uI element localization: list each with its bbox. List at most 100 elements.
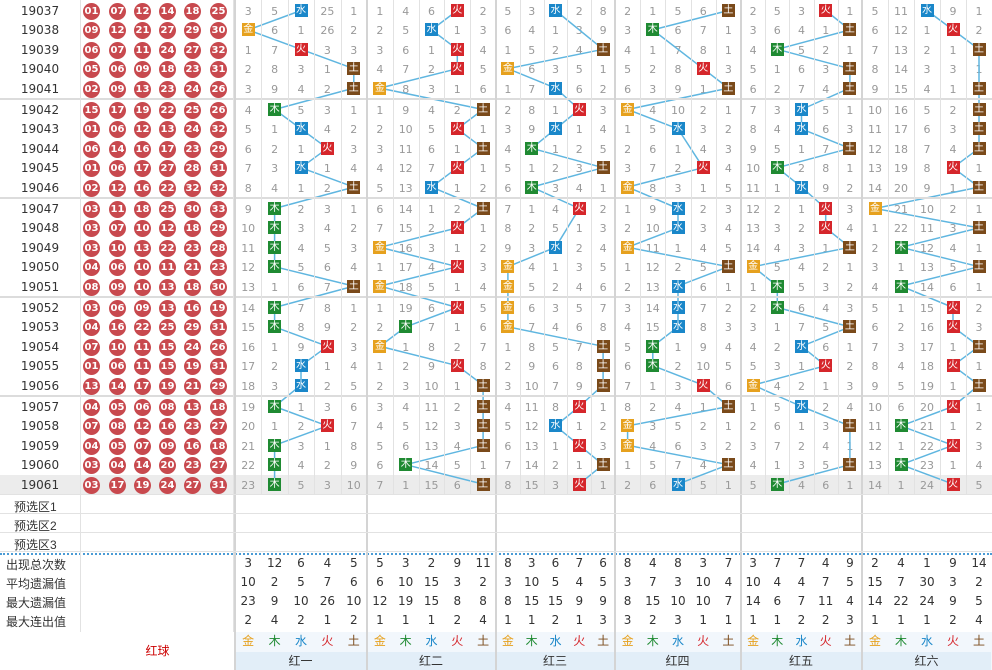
miss-value: 5 [871,5,879,18]
stat-value: 3 [699,556,707,570]
stat-value: 2 [427,556,436,570]
red-ball: 14 [134,457,151,475]
miss-value: 1 [822,379,830,393]
miss-value: 5 [271,5,279,18]
element-marker: 木 [770,279,784,293]
miss-value: 5 [575,302,583,315]
miss-value: 8 [624,401,632,414]
miss-value: 5 [323,241,331,255]
red-ball: 27 [184,41,201,59]
miss-value: 6 [822,123,830,137]
miss-value: 1 [674,142,682,156]
element-header: 木 [399,634,412,648]
miss-value: 7 [871,340,879,354]
miss-value: 7 [350,420,358,434]
red-ball: 12 [109,179,126,197]
element-header: 金 [242,634,255,648]
miss-value: 10 [868,401,882,414]
stat-value: 1 [527,613,536,627]
miss-value: 3 [575,162,583,176]
miss-value: 22 [241,459,256,473]
red-ball: 03 [83,239,100,257]
miss-value: 1 [453,82,461,96]
red-ball: 33 [210,201,227,218]
miss-value: 9 [428,360,435,374]
element-marker: 水 [671,477,685,491]
miss-value: 10 [346,478,361,492]
stat-value: 3 [527,556,536,570]
cell-divider [715,0,717,494]
miss-value: 1 [749,280,757,294]
cell-divider [543,0,545,494]
red-ball: 19 [134,102,151,119]
miss-value: 2 [871,241,879,255]
element-marker: 木 [268,221,282,235]
red-ball: 03 [83,300,100,317]
red-ball: 12 [134,418,151,436]
element-header: 火 [819,634,832,648]
miss-value: 4 [271,181,279,195]
red-ball: 16 [184,300,201,317]
miss-value: 2 [822,401,830,414]
miss-value: 2 [773,340,781,354]
miss-value: 2 [773,82,781,96]
cell-divider [418,0,420,494]
stat-value: 2 [821,613,830,627]
miss-value: 4 [350,261,358,275]
miss-value: 4 [350,360,358,374]
miss-value: 5 [528,43,536,57]
miss-value: 2 [724,123,732,137]
element-marker: 土 [972,260,986,274]
miss-value: 24 [920,478,934,492]
element-marker: 金 [501,260,515,274]
element-marker: 木 [894,279,908,293]
stat-value: 5 [846,575,854,589]
stat-value: 5 [297,575,305,589]
red-ball: 19 [134,476,151,494]
miss-value: 3 [504,379,512,393]
miss-value: 10 [696,360,711,374]
miss-value: 1 [773,321,781,335]
miss-value: 6 [528,63,536,77]
miss-value: 12 [868,439,882,453]
miss-value: 11 [524,401,539,414]
miss-value: 1 [822,24,830,38]
stat-value: 6 [376,575,384,589]
element-marker: 火 [696,62,710,76]
red-ball: 24 [184,121,201,139]
miss-value: 1 [323,360,331,374]
miss-value: 1 [949,379,957,393]
element-marker: 土 [972,221,986,235]
miss-value: 3 [575,261,583,275]
miss-value: 3 [724,63,732,77]
red-ball: 17 [134,160,151,178]
miss-value: 1 [773,63,781,77]
miss-value: 4 [773,379,781,393]
miss-value: 3 [724,142,732,156]
element-marker: 木 [646,359,660,373]
miss-value: 9 [271,82,279,96]
red-ball: 06 [109,160,126,178]
miss-value: 1 [798,142,805,156]
miss-value: 2 [376,123,384,137]
miss-value: 1 [504,43,512,57]
stat-value: 14 [971,556,987,570]
trend-segment [274,405,328,427]
stat-value: 4 [821,556,830,570]
cell-divider [837,0,839,494]
element-marker: 土 [476,477,490,491]
element-marker: 水 [294,378,308,392]
miss-value: 7 [822,142,830,156]
miss-value: 3 [271,379,279,393]
miss-value: 8 [428,340,435,354]
cell-divider [470,0,472,494]
miss-value: 17 [894,123,908,137]
miss-value: 1 [552,261,559,275]
miss-value: 5 [773,5,781,18]
miss-value: 1 [846,5,854,18]
miss-value: 7 [528,82,536,96]
trend-segment [652,365,704,386]
element-marker: 木 [268,400,282,413]
miss-value: 4 [822,82,830,96]
miss-value: 1 [624,203,632,216]
